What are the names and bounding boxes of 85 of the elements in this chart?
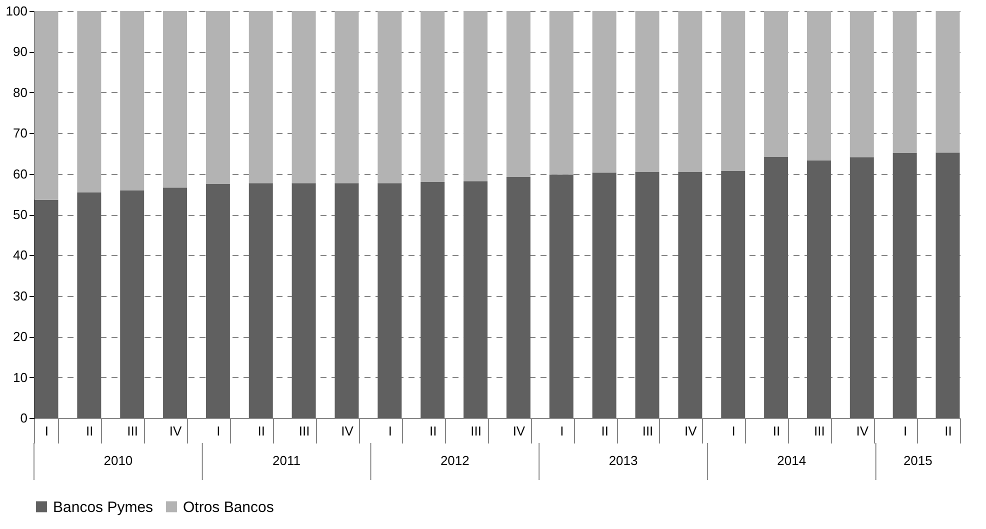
y-tick-label: 40 [13,248,28,263]
x-tick-label: II [429,424,437,438]
bar [678,172,702,418]
bar [420,182,445,418]
bar [464,11,488,182]
bar [248,11,273,184]
bar [892,11,917,154]
x-tick-label: III [642,424,654,438]
legend-label: Bancos Pymes [53,498,154,516]
x-tick-label: IV [856,424,869,438]
x-tick-label: I [904,424,908,438]
x-tick-label: I [388,424,392,438]
x-tick-label: I [216,424,220,438]
bar [120,11,144,190]
y-tick-label: 70 [13,126,28,141]
x-tick-label: IV [684,424,698,438]
bar [420,11,445,182]
bar [721,11,746,171]
y-tick-label: 10 [13,370,28,385]
bar [549,11,574,175]
y-tick-label: 80 [13,84,28,100]
x-tick-label: IV [169,424,182,438]
bar [334,183,359,418]
bar [806,11,831,160]
y-tick-label: 60 [13,166,28,182]
bar [34,200,58,418]
bar [378,183,402,418]
y-tick-label: 100 [6,4,28,18]
x-tick-label: II [772,424,780,438]
x-tick-label: III [298,424,310,438]
x-tick-label: IV [341,424,354,438]
bar [34,11,58,200]
legend-label: Otros Bancos [183,498,274,516]
bar [206,184,230,418]
text: 2012 [440,453,470,468]
bar [549,174,574,418]
x-tick-label: III [814,424,825,438]
bar [592,11,616,173]
x-tick-label: IV [512,424,526,438]
text: 2015 [903,453,932,468]
y-tick-label: 0 [20,410,28,426]
bar [764,156,788,418]
bar [292,183,316,418]
y-tick-label: 90 [13,44,28,60]
text: 2011 [272,453,301,468]
bar [936,152,960,418]
bar [850,157,874,418]
bar [206,11,230,184]
x-tick-label: III [127,424,138,438]
x-tick-label: II [86,424,94,438]
x-tick-label: I [44,424,49,438]
y-tick-label: 50 [13,207,28,222]
x-tick-label: II [258,424,265,438]
bar [635,11,660,172]
bar [806,160,831,418]
x-tick-label: II [601,424,608,438]
bar [378,11,402,184]
y-tick-label: 30 [13,288,28,304]
bar [635,172,660,418]
bar [592,172,616,418]
x-tick-label: I [732,424,736,438]
bar [764,11,788,157]
bar [334,11,359,184]
bar [163,11,188,188]
bar [248,183,273,418]
bar [77,192,102,418]
bar [936,11,960,153]
bar [721,170,746,418]
text: 2010 [104,453,133,468]
x-tick-label: II [944,424,952,438]
bar [77,11,102,193]
bar [850,11,874,158]
bar [464,181,488,418]
x-tick-label: III [470,424,482,438]
text: 2013 [608,453,638,468]
x-tick-label: I [560,424,564,438]
bar [120,190,144,418]
bar [163,188,188,418]
text: 2014 [777,453,806,468]
bar [892,153,917,418]
bar [678,11,702,172]
y-tick-label: 20 [13,329,28,344]
bar [506,11,530,178]
bar [292,11,316,184]
bar [506,177,530,418]
